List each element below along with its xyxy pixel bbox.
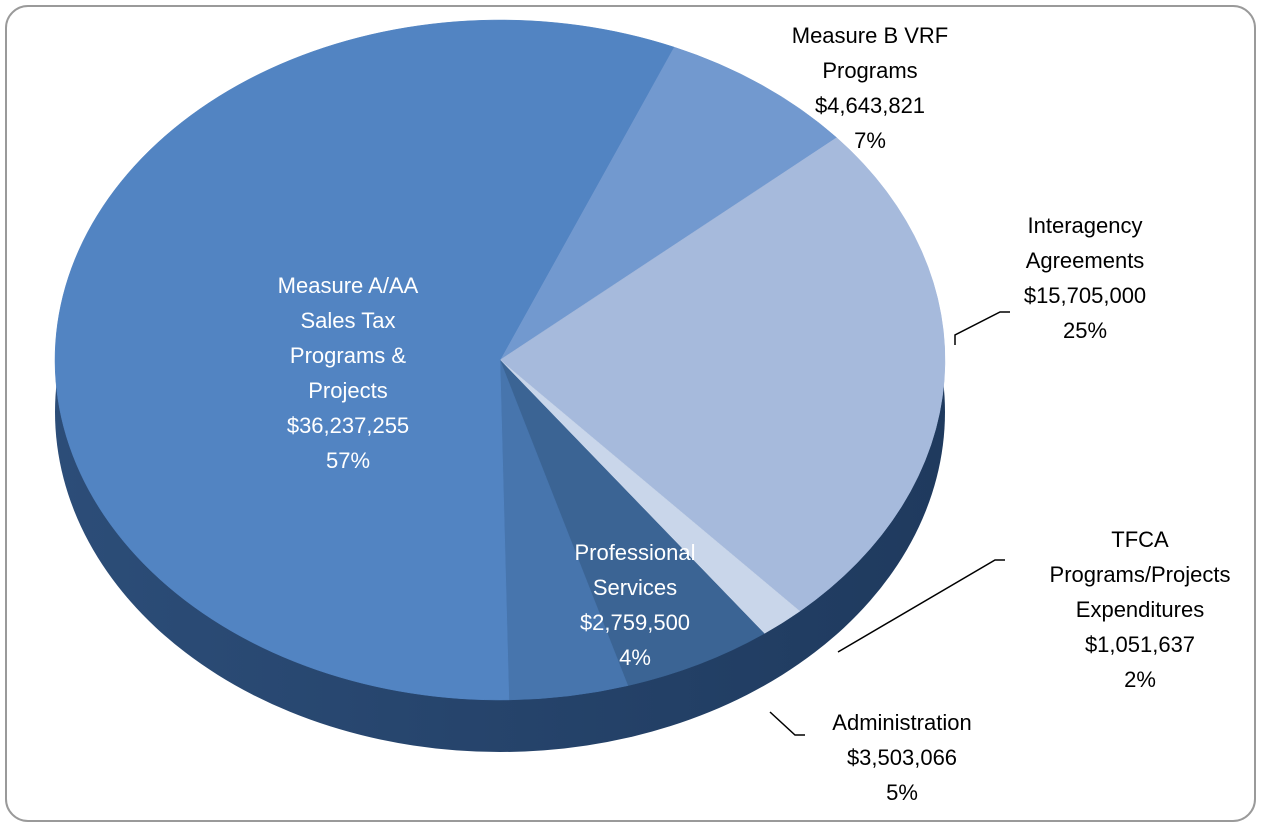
slice-label: Interagency Agreements $15,705,000 25% xyxy=(995,208,1175,348)
pie-slice xyxy=(499,46,838,361)
slice-label: TFCA Programs/Projects Expenditures $1,05… xyxy=(1040,522,1240,697)
percent-label: 57% xyxy=(325,448,371,473)
category: Professional Services xyxy=(574,540,696,600)
leader-line xyxy=(837,559,1005,653)
category: Interagency Agreements xyxy=(1025,213,1145,273)
category: Administration xyxy=(832,710,972,735)
value-label: $3,503,066 xyxy=(846,745,958,770)
percent-label: 5% xyxy=(886,780,918,805)
value-label: $2,759,500 xyxy=(579,610,691,635)
value-label: $1,051,637 xyxy=(1084,632,1196,657)
category: TFCA Programs/Projects Expenditures xyxy=(1049,527,1231,622)
percent-label: 25% xyxy=(1062,318,1108,343)
slice-label: Professional Services $2,759,500 4% xyxy=(550,535,720,675)
leader-line xyxy=(954,311,1010,345)
percent-label: 2% xyxy=(1124,667,1156,692)
pie-slice xyxy=(499,137,946,612)
pie-slice xyxy=(54,19,675,701)
category: Measure B VRF Programs xyxy=(791,23,949,83)
slice-label: Measure B VRF Programs $4,643,821 7% xyxy=(780,18,960,158)
leader-line xyxy=(769,711,805,736)
percent-label: 4% xyxy=(619,645,651,670)
slice-label: Measure A/AA Sales Tax Programs & Projec… xyxy=(263,268,433,478)
slice-label: Administration $3,503,066 5% xyxy=(787,705,1017,810)
value-label: $36,237,255 xyxy=(286,413,410,438)
value-label: $4,643,821 xyxy=(814,93,926,118)
slices xyxy=(54,19,946,701)
category: Measure A/AA Sales Tax Programs & Projec… xyxy=(277,273,419,403)
value-label: $15,705,000 xyxy=(1023,283,1147,308)
percent-label: 7% xyxy=(854,128,886,153)
pie-slice xyxy=(499,359,765,686)
